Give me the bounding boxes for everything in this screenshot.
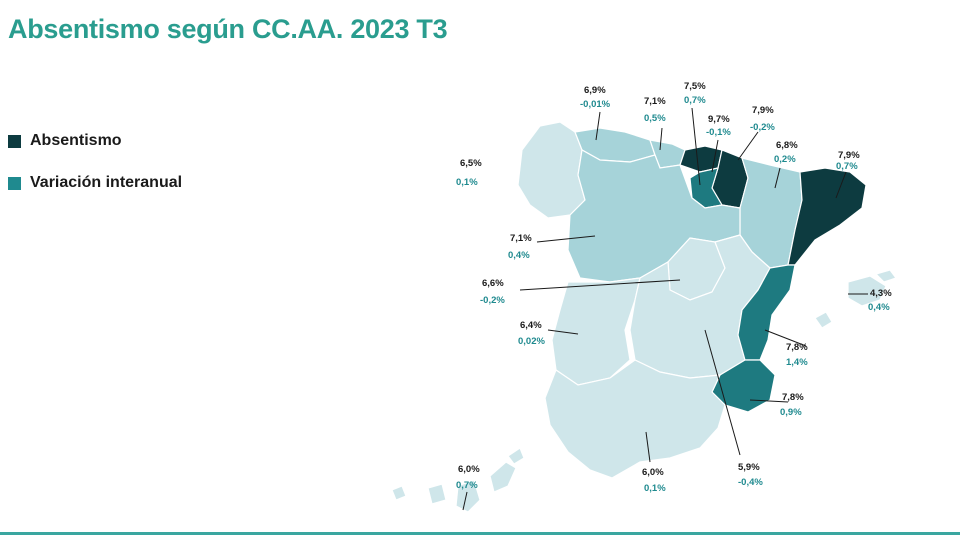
label-variacion-asturias: -0,01% (580, 99, 611, 110)
legend-item-absentismo: Absentismo (8, 131, 182, 151)
label-variacion-aragon: 0,2% (774, 154, 796, 165)
legend-label-variacion: Variación interanual (30, 174, 183, 191)
label-absentismo-aragon: 6,8% (776, 140, 798, 151)
label-variacion-navarra: -0,2% (750, 122, 775, 133)
label-variacion-castilla-la-mancha: -0,4% (738, 477, 763, 488)
label-variacion-baleares: 0,4% (868, 302, 890, 313)
leader-lines (462, 107, 868, 511)
label-absentismo-castilla-la-mancha: 5,9% (738, 462, 760, 473)
label-variacion-extremadura: 0,02% (518, 336, 545, 347)
region-valencia[interactable] (737, 264, 796, 361)
region-baleares-ibiza[interactable] (814, 311, 833, 329)
label-absentismo-cantabria: 7,1% (644, 96, 666, 107)
label-variacion-galicia: 0,1% (456, 177, 478, 188)
label-absentismo-andalucia: 6,0% (642, 467, 664, 478)
region-canarias-4[interactable] (489, 461, 517, 493)
regions (391, 121, 897, 513)
label-absentismo-madrid: 6,6% (482, 278, 504, 289)
square-icon (8, 176, 21, 190)
region-castilla-leon[interactable] (567, 149, 741, 283)
region-canarias-1[interactable] (391, 485, 407, 501)
legend-label-absentismo: Absentismo (30, 132, 122, 149)
label-absentismo-valencia: 7,8% (786, 342, 808, 353)
region-andalucia[interactable] (544, 359, 726, 479)
label-variacion-murcia: 0,9% (780, 407, 802, 418)
label-variacion-canarias: 0,7% (456, 480, 478, 491)
label-variacion-castilla-leon: 0,4% (508, 250, 530, 261)
label-absentismo-extremadura: 6,4% (520, 320, 542, 331)
region-extremadura[interactable] (551, 277, 641, 386)
bottom-rule (0, 532, 960, 535)
label-variacion-madrid: -0,2% (480, 295, 505, 306)
label-absentismo-la-rioja: 9,7% (708, 114, 730, 125)
label-absentismo-asturias: 6,9% (584, 85, 606, 96)
region-canarias-2[interactable] (427, 483, 447, 505)
region-canarias-3[interactable] (455, 479, 481, 513)
label-absentismo-cataluna: 7,9% (838, 150, 860, 161)
label-variacion-cataluna: 0,7% (836, 161, 858, 172)
label-absentismo-canarias: 6,0% (458, 464, 480, 475)
label-absentismo-murcia: 7,8% (782, 392, 804, 403)
region-cataluna[interactable] (787, 167, 867, 266)
legend: Absentismo Variación interanual (8, 131, 182, 215)
label-variacion-valencia: 1,4% (786, 357, 808, 368)
label-variacion-pais-vasco: 0,7% (684, 95, 706, 106)
label-variacion-andalucia: 0,1% (644, 483, 666, 494)
label-absentismo-castilla-leon: 7,1% (510, 233, 532, 244)
region-labels: 6,9% -0,01% 7,1% 0,5% 7,5% 0,7% 9,7% -0,… (456, 81, 892, 494)
square-icon (8, 134, 21, 148)
label-absentismo-pais-vasco: 7,5% (684, 81, 706, 92)
label-variacion-cantabria: 0,5% (644, 113, 666, 124)
label-absentismo-galicia: 6,5% (460, 158, 482, 169)
region-baleares[interactable] (847, 275, 887, 307)
region-canarias-5[interactable] (507, 447, 525, 465)
label-absentismo-navarra: 7,9% (752, 105, 774, 116)
page-title: Absentismo según CC.AA. 2023 T3 (8, 14, 448, 44)
region-galicia[interactable] (517, 121, 586, 219)
label-absentismo-baleares: 4,3% (870, 288, 892, 299)
label-variacion-la-rioja: -0,1% (706, 127, 731, 138)
region-baleares-menorca[interactable] (874, 269, 897, 283)
legend-item-variacion: Variación interanual (8, 173, 182, 193)
